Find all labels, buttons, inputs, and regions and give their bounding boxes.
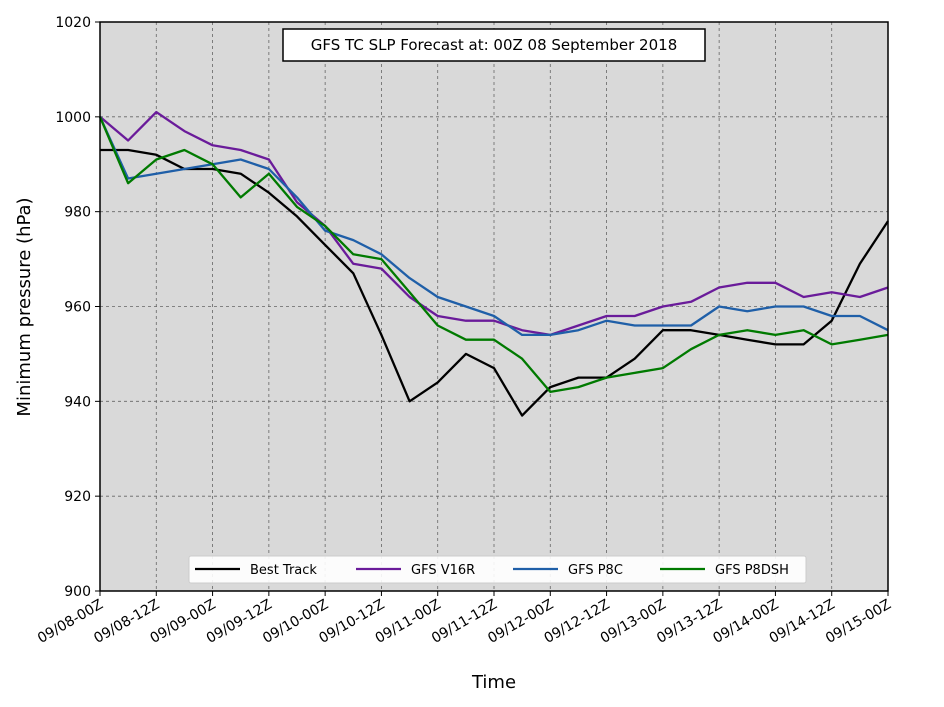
y-tick-label: 940 <box>64 394 91 410</box>
y-axis-title: Minimum pressure (hPa) <box>14 197 35 416</box>
legend-label-gfs-v16r: GFS V16R <box>411 563 475 578</box>
y-tick-label: 960 <box>64 300 91 316</box>
series-line-gfs-p8dsh <box>98 116 889 394</box>
y-tick-label: 980 <box>64 205 91 221</box>
chart-title: GFS TC SLP Forecast at: 00Z 08 September… <box>311 36 677 54</box>
y-tick-label: 1020 <box>55 15 91 31</box>
legend-label-best-track: Best Track <box>250 563 317 578</box>
grid <box>100 22 888 591</box>
x-axis-title: Time <box>471 672 516 693</box>
y-axis: 900 920 940 960 980 1000 1020 <box>55 15 100 600</box>
legend-label-gfs-p8c: GFS P8C <box>568 563 623 578</box>
series-line-best-track <box>100 148 889 417</box>
y-tick-label: 920 <box>64 489 91 505</box>
series-lines <box>98 110 889 417</box>
chart-title-box: GFS TC SLP Forecast at: 00Z 08 September… <box>282 28 706 62</box>
series-line-gfs-v16r <box>99 110 889 337</box>
y-tick-label: 1000 <box>55 110 91 126</box>
series-line-gfs-p8c <box>98 116 889 337</box>
legend-box <box>188 555 807 584</box>
y-tick-label: 900 <box>64 584 91 600</box>
legend: Best Track GFS V16R GFS P8C GFS P8DSH <box>188 555 807 584</box>
legend-label-gfs-p8dsh: GFS P8DSH <box>715 563 789 578</box>
x-axis: 09/08-00Z09/08-12Z09/09-00Z09/09-12Z09/1… <box>35 591 894 647</box>
